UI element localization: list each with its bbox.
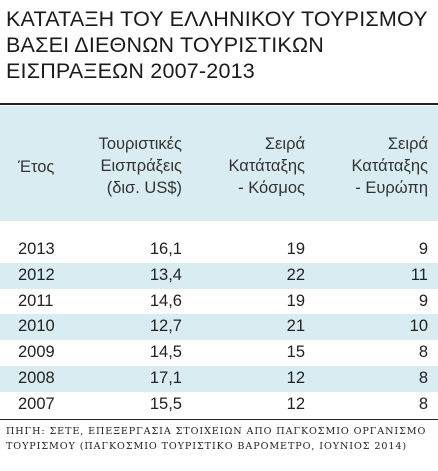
cell-revenue: 12,7 xyxy=(149,317,182,336)
cell-world-rank: 12 xyxy=(286,394,305,413)
header-europe-line: - Ευρώπη xyxy=(355,179,428,197)
cell-year: 2013 xyxy=(18,240,55,258)
source-note: ΠΗΓΗ: ΣΕΤΕ, ΕΠΕΞΕΡΓΑΣΙΑ ΣΤΟΙΧΕΙΩΝ ΑΠΟ ΠΑ… xyxy=(6,424,434,454)
bottom-rule xyxy=(0,419,438,420)
cell-year: 2010 xyxy=(18,317,55,336)
table-row: 2008 17,1 12 8 xyxy=(0,365,438,392)
title-line: ΚΑΤΑΤΑΞΗ ΤΟΥ ΕΛΛΗΝΙΚΟΥ ΤΟΥΡΙΣΜΟΥ xyxy=(6,7,428,31)
cell-europe-rank: 11 xyxy=(410,265,428,284)
table-row: 2013 16,1 19 9 xyxy=(0,237,438,263)
header-europe-line: Κατάταξης xyxy=(351,157,428,175)
cell-world-rank: 19 xyxy=(286,240,305,258)
header-revenue-line: (δισ. US$) xyxy=(106,179,182,197)
table-title: ΚΑΤΑΤΑΞΗ ΤΟΥ ΕΛΛΗΝΙΚΟΥ ΤΟΥΡΙΣΜΟΥ ΒΑΣΕΙ Δ… xyxy=(6,6,434,84)
table-row: 2012 13,4 22 11 xyxy=(0,262,438,289)
cell-europe-rank: 8 xyxy=(418,394,428,413)
cell-world-rank: 15 xyxy=(286,343,305,362)
table-body: 2013 16,1 19 9 2012 13,4 22 11 2011 14,6 19 9 2010 12… xyxy=(0,237,438,418)
table-row: 2011 14,6 19 9 xyxy=(0,289,438,315)
cell-europe-rank: 9 xyxy=(418,291,428,310)
cell-revenue: 16,1 xyxy=(149,240,182,258)
header-revenue: Τουριστικές Εισπράξεις (δισ. US$) xyxy=(99,133,182,199)
cell-revenue: 14,6 xyxy=(149,291,182,310)
cell-world-rank: 12 xyxy=(286,368,305,387)
header-world-line: Σειρά xyxy=(264,135,305,153)
cell-year: 2007 xyxy=(18,394,55,413)
cell-revenue: 13,4 xyxy=(149,265,182,284)
table-row: 2009 14,5 15 8 xyxy=(0,340,438,366)
header-world-line: Κατάταξης xyxy=(228,157,305,175)
title-line: ΒΑΣΕΙ ΔΙΕΘΝΩΝ ΤΟΥΡΙΣΤΙΚΩΝ xyxy=(6,33,324,57)
header-world-line: - Κόσμος xyxy=(238,179,305,197)
header-year-label: Έτος xyxy=(18,158,55,176)
cell-europe-rank: 10 xyxy=(409,317,428,336)
title-line: ΕΙΣΠΡΑΞΕΩΝ 2007-2013 xyxy=(6,59,255,83)
source-line: ΠΗΓΗ: ΣΕΤΕ, ΕΠΕΞΕΡΓΑΣΙΑ ΣΤΟΙΧΕΙΩΝ ΑΠΟ ΠΑ… xyxy=(6,426,427,437)
header-revenue-line: Τουριστικές xyxy=(98,135,182,153)
header-europe-line: Σειρά xyxy=(387,135,428,153)
cell-revenue: 15,5 xyxy=(149,394,182,413)
cell-world-rank: 21 xyxy=(286,317,305,336)
cell-world-rank: 22 xyxy=(286,265,305,284)
cell-year: 2009 xyxy=(18,343,55,362)
top-rule xyxy=(0,103,438,105)
cell-world-rank: 19 xyxy=(286,291,305,310)
source-line: ΤΟΥΡΙΣΜΟΥ (ΠΑΓΚΟΣΜΙΟ ΤΟΥΡΙΣΤΙΚΟ ΒΑΡΟΜΕΤΡ… xyxy=(6,441,408,452)
table-row: 2010 12,7 21 10 xyxy=(0,314,438,341)
header-year: Έτος xyxy=(18,156,54,178)
header-revenue-line: Εισπράξεις xyxy=(100,157,182,175)
cell-europe-rank: 8 xyxy=(418,368,428,387)
table-header: Έτος Τουριστικές Εισπράξεις (δισ. US$) Σ… xyxy=(0,106,438,221)
table-row: 2007 15,5 12 8 xyxy=(0,392,438,418)
cell-year: 2008 xyxy=(18,368,55,387)
cell-revenue: 17,1 xyxy=(149,368,182,387)
header-europe-rank: Σειρά Κατάταξης - Ευρώπη xyxy=(351,133,428,199)
cell-europe-rank: 8 xyxy=(418,343,428,362)
cell-year: 2012 xyxy=(18,265,55,284)
header-world-rank: Σειρά Κατάταξης - Κόσμος xyxy=(228,133,305,199)
cell-year: 2011 xyxy=(18,291,54,310)
cell-europe-rank: 9 xyxy=(418,240,428,258)
cell-revenue: 14,5 xyxy=(149,343,182,362)
